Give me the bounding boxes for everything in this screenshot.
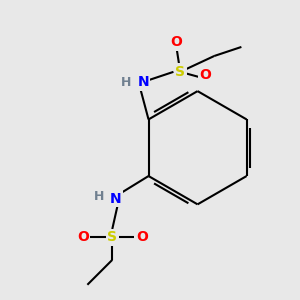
Text: O: O [170,35,182,50]
Text: S: S [107,230,117,244]
Text: S: S [175,65,185,79]
Text: N: N [137,75,149,89]
Text: H: H [121,76,131,89]
Text: O: O [136,230,148,244]
Text: H: H [94,190,104,203]
Text: N: N [110,192,122,206]
Text: O: O [77,230,89,244]
Text: O: O [199,68,211,82]
